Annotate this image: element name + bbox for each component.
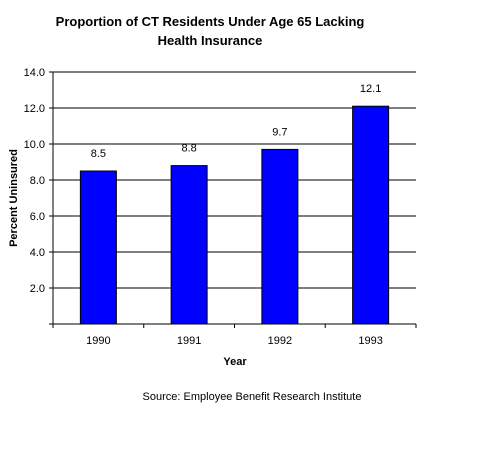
chart-title-line-1: Proportion of CT Residents Under Age 65 … — [56, 14, 365, 29]
y-tick-label: 8.0 — [30, 175, 45, 187]
bars — [79, 105, 390, 325]
data-label-1992: 9.7 — [272, 126, 287, 138]
y-tick-label: 14.0 — [24, 67, 45, 79]
data-labels: 8.5 8.8 9.7 12.1 — [91, 83, 382, 160]
data-label-1991: 8.8 — [181, 143, 196, 155]
bar-1990 — [79, 170, 117, 325]
bar-1992 — [261, 148, 299, 325]
x-tick-label: 1990 — [86, 335, 110, 347]
y-axis-ticks: 2.0 4.0 6.0 8.0 10.0 12.0 14.0 — [24, 67, 53, 325]
x-axis-ticks: 1990 1991 1992 1993 — [52, 324, 417, 347]
x-tick-label: 1993 — [358, 335, 382, 347]
bar-1991 — [170, 165, 208, 325]
y-tick-label: 6.0 — [30, 211, 45, 223]
y-tick-label: 12.0 — [24, 103, 45, 115]
y-tick-label: 4.0 — [30, 247, 45, 259]
data-label-1990: 8.5 — [91, 148, 106, 160]
bar-1993 — [352, 105, 390, 325]
data-label-1993: 12.1 — [360, 83, 381, 95]
y-tick-label: 2.0 — [30, 283, 45, 295]
source-note: Source: Employee Benefit Research Instit… — [143, 391, 362, 403]
x-axis-label: Year — [223, 356, 247, 368]
y-axis-label: Percent Uninsured — [8, 149, 20, 247]
chart-title-line-2: Health Insurance — [158, 33, 263, 48]
x-tick-label: 1992 — [268, 335, 292, 347]
y-tick-label: 10.0 — [24, 139, 45, 151]
x-tick-label: 1991 — [177, 335, 201, 347]
